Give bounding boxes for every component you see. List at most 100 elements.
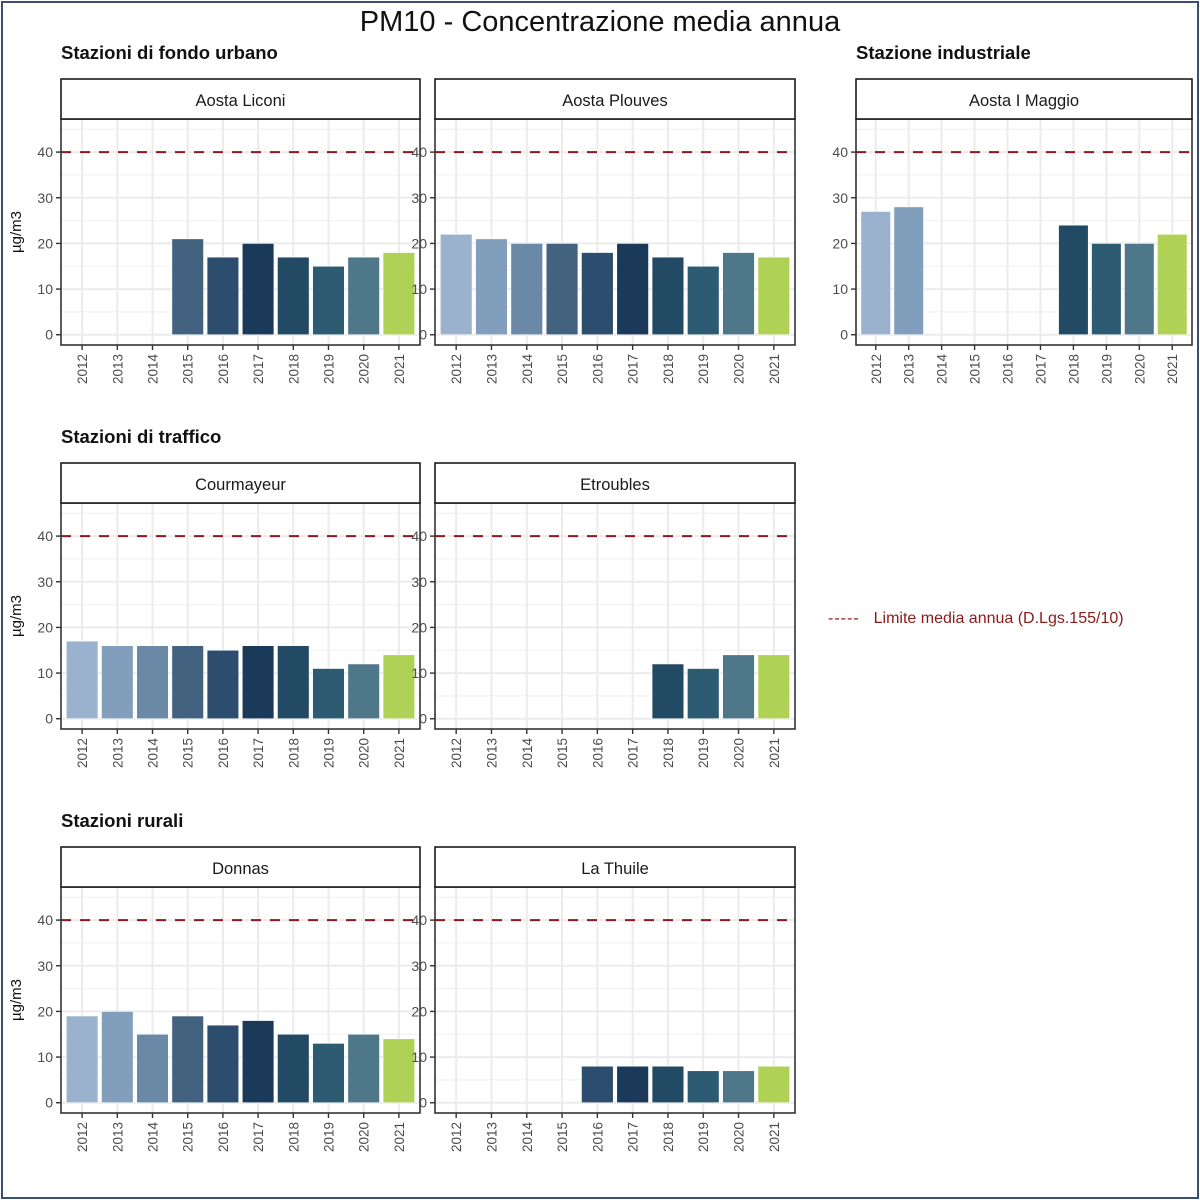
x-tick-label: 2014 xyxy=(146,354,161,385)
y-tick-label: 30 xyxy=(832,190,848,206)
facet-strip-aosta-liconi xyxy=(60,78,421,120)
bar-la-thuile-2018 xyxy=(651,1065,685,1104)
bar-aosta-i-maggio-2012 xyxy=(860,211,891,336)
x-tick-label: 2018 xyxy=(661,1122,676,1152)
x-tick-label: 2019 xyxy=(321,738,336,768)
x-tick-label: 2013 xyxy=(110,1122,125,1152)
bar-la-thuile-2021 xyxy=(757,1065,791,1104)
bar-aosta-liconi-2016 xyxy=(206,256,240,336)
x-tick-label: 2016 xyxy=(216,1122,231,1152)
legend: ----- Limite media annua (D.Lgs.155/10) xyxy=(828,610,1124,628)
y-tick-label: 40 xyxy=(37,912,53,928)
x-tick-label: 2016 xyxy=(216,354,231,384)
x-tick-label: 2016 xyxy=(216,738,231,768)
x-tick-label: 2012 xyxy=(75,1122,90,1152)
y-tick-label: 0 xyxy=(45,327,53,343)
x-tick-label: 2013 xyxy=(484,738,499,768)
bar-aosta-plouves-2021 xyxy=(757,256,791,336)
bar-aosta-liconi-2020 xyxy=(347,256,380,336)
bar-aosta-liconi-2015 xyxy=(171,238,204,336)
section-title-urban: Stazioni di fondo urbano xyxy=(61,42,278,63)
x-tick-label: 2015 xyxy=(555,1122,570,1152)
y-tick-label: 20 xyxy=(832,235,848,251)
x-tick-label: 2015 xyxy=(181,738,196,768)
y-tick-label: 0 xyxy=(419,1095,427,1111)
y-tick-label: 10 xyxy=(832,281,848,297)
y-tick-label: 30 xyxy=(411,574,427,590)
facet-strip-donnas xyxy=(60,846,421,888)
x-tick-label: 2021 xyxy=(392,738,407,768)
x-tick-label: 2020 xyxy=(357,1122,372,1152)
x-tick-label: 2020 xyxy=(357,354,372,384)
y-tick-label: 10 xyxy=(411,1049,427,1065)
bar-donnas-2012 xyxy=(65,1015,99,1104)
y-tick-label: 0 xyxy=(45,1095,53,1111)
x-tick-label: 2013 xyxy=(484,1122,499,1152)
facet-strip-etroubles xyxy=(434,462,796,504)
facet-strip-courmayeur xyxy=(60,462,421,504)
facet-strip-label: La Thuile xyxy=(581,860,649,878)
x-tick-label: 2017 xyxy=(626,738,641,768)
x-tick-label: 2019 xyxy=(696,354,711,384)
x-tick-label: 2019 xyxy=(321,354,336,384)
bar-courmayeur-2019 xyxy=(312,668,345,720)
bar-courmayeur-2021 xyxy=(382,654,416,720)
bar-courmayeur-2016 xyxy=(206,649,240,720)
bar-donnas-2021 xyxy=(382,1038,416,1104)
x-tick-label: 2014 xyxy=(146,738,161,769)
y-tick-label: 10 xyxy=(37,665,53,681)
x-tick-label: 2014 xyxy=(935,354,950,385)
x-tick-label: 2012 xyxy=(449,354,464,384)
y-tick-label: 20 xyxy=(37,235,53,251)
x-tick-label: 2021 xyxy=(392,1122,407,1152)
x-tick-label: 2018 xyxy=(661,738,676,768)
x-tick-label: 2012 xyxy=(449,738,464,768)
x-tick-label: 2021 xyxy=(767,738,782,768)
bar-aosta-plouves-2012 xyxy=(439,233,473,336)
y-axis-label: µg/m3 xyxy=(8,211,25,253)
x-tick-label: 2019 xyxy=(321,1122,336,1152)
x-tick-label: 2019 xyxy=(696,738,711,768)
y-tick-label: 0 xyxy=(840,327,848,343)
bar-etroubles-2020 xyxy=(722,654,755,720)
bar-courmayeur-2015 xyxy=(171,645,204,720)
chart-title: PM10 - Concentrazione media annua xyxy=(359,6,841,38)
section-title-traffic: Stazioni di traffico xyxy=(61,426,222,447)
y-tick-label: 10 xyxy=(37,1049,53,1065)
y-tick-label: 10 xyxy=(37,281,53,297)
x-tick-label: 2015 xyxy=(555,738,570,768)
x-tick-label: 2021 xyxy=(392,354,407,384)
bar-donnas-2017 xyxy=(241,1020,275,1104)
x-tick-label: 2019 xyxy=(696,1122,711,1152)
y-tick-label: 40 xyxy=(37,528,53,544)
x-tick-label: 2015 xyxy=(968,354,983,384)
x-tick-label: 2018 xyxy=(286,354,301,384)
bar-aosta-i-maggio-2021 xyxy=(1157,233,1188,336)
x-tick-label: 2021 xyxy=(1165,354,1180,384)
y-tick-label: 40 xyxy=(411,144,427,160)
facet-strip-aosta-plouves xyxy=(434,78,796,120)
y-tick-label: 20 xyxy=(411,1003,427,1019)
bar-aosta-plouves-2014 xyxy=(510,243,543,336)
bar-donnas-2019 xyxy=(312,1043,345,1104)
bar-aosta-plouves-2019 xyxy=(687,265,720,336)
facet-strip-la-thuile xyxy=(434,846,796,888)
y-tick-label: 30 xyxy=(411,958,427,974)
y-tick-label: 30 xyxy=(37,190,53,206)
y-axis-label: µg/m3 xyxy=(8,979,25,1021)
x-tick-label: 2013 xyxy=(110,738,125,768)
bar-aosta-liconi-2017 xyxy=(241,243,275,336)
x-tick-label: 2020 xyxy=(732,738,747,768)
x-tick-label: 2012 xyxy=(869,354,884,384)
x-tick-label: 2018 xyxy=(286,738,301,768)
bar-aosta-plouves-2017 xyxy=(616,243,649,336)
bar-aosta-liconi-2019 xyxy=(312,265,345,336)
x-tick-label: 2012 xyxy=(449,1122,464,1152)
bar-courmayeur-2020 xyxy=(347,663,380,720)
bar-aosta-liconi-2018 xyxy=(277,256,310,336)
bar-courmayeur-2014 xyxy=(136,645,169,720)
x-tick-label: 2016 xyxy=(1001,354,1016,384)
x-tick-label: 2020 xyxy=(732,1122,747,1152)
